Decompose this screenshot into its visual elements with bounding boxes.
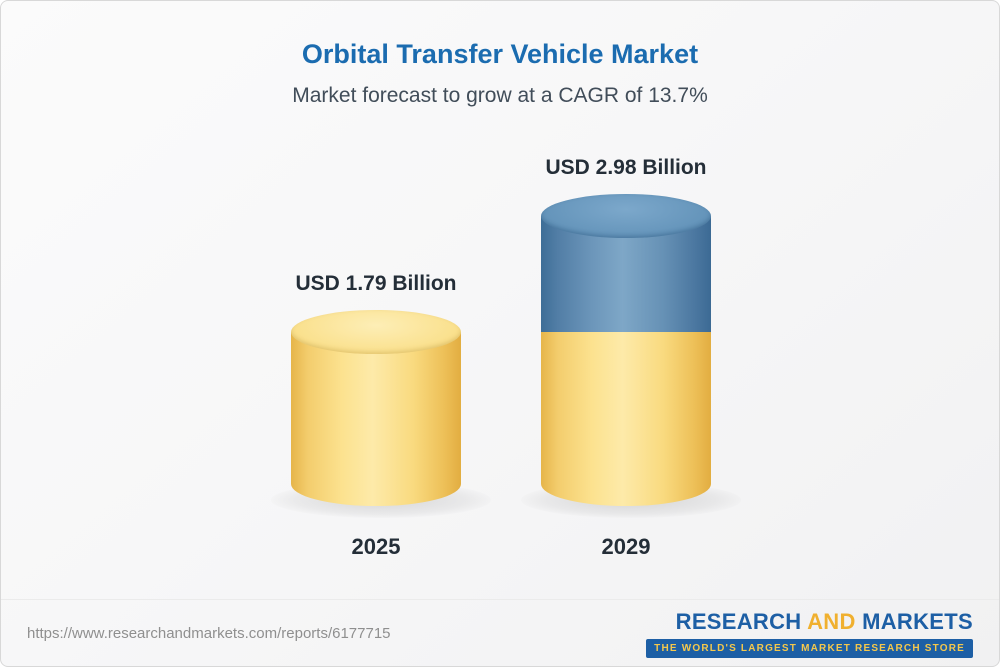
report-url[interactable]: https://www.researchandmarkets.com/repor… bbox=[27, 624, 391, 642]
bar-2025-cylinder-top bbox=[291, 310, 461, 354]
page-title: Orbital Transfer Vehicle Market bbox=[301, 39, 699, 69]
footer-divider bbox=[1, 599, 999, 600]
bar-2029: USD 2.98 Billion 2029 bbox=[521, 156, 741, 559]
research-and-markets-logo: RESEARCH AND MARKETS THE WORLD'S LARGEST… bbox=[646, 609, 973, 658]
footer: https://www.researchandmarkets.com/repor… bbox=[1, 600, 999, 666]
bar-2025: USD 1.79 Billion 2025 bbox=[271, 272, 491, 559]
bar-2029-cylinder-top bbox=[541, 194, 711, 238]
bar-2029-growth-segment bbox=[541, 194, 711, 332]
logo-word-and: AND bbox=[807, 608, 856, 634]
logo-word-research: RESEARCH bbox=[675, 608, 802, 634]
header: Orbital Transfer Vehicle Market Market f… bbox=[1, 39, 999, 108]
bar-2025-category-label: 2025 bbox=[351, 534, 401, 559]
bar-2025-cylinder bbox=[291, 310, 461, 506]
subtitle: Market forecast to grow at a CAGR of 13.… bbox=[292, 84, 708, 107]
logo-tagline: THE WORLD'S LARGEST MARKET RESEARCH STOR… bbox=[646, 638, 973, 658]
logo-word-markets: MARKETS bbox=[862, 608, 973, 634]
bar-2029-category-label: 2029 bbox=[601, 534, 651, 559]
bar-2029-base-segment bbox=[541, 332, 711, 506]
bar-2029-value-label: USD 2.98 Billion bbox=[545, 156, 707, 179]
bar-2025-value-label: USD 1.79 Billion bbox=[295, 272, 457, 295]
logo-wordmark: RESEARCH AND MARKETS bbox=[646, 609, 973, 635]
